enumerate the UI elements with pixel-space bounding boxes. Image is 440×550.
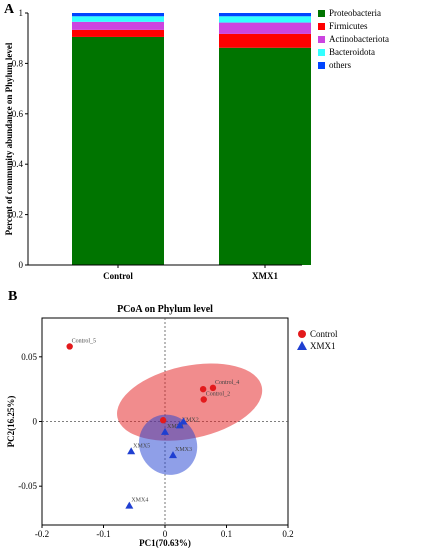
bar-y-axis: 0 0.2 0.4 0.6 0.8 1 [12, 8, 29, 270]
legend-swatch-proteobacteria [318, 10, 325, 17]
pcoa-x-tick-label: 0 [163, 529, 168, 539]
bar-xmx1-proteobacteria [219, 47, 311, 265]
legend-label-xmx1: XMX1 [310, 341, 336, 351]
bar-control-bacteroidota [72, 16, 164, 22]
pcoa-frame: -0.2 -0.1 0 0.1 0.2 -0.05 0 0.05 [18, 317, 294, 539]
bar-x-axis: Control XMX1 [28, 264, 302, 281]
point-control [209, 384, 217, 392]
point-label: Control_4 [215, 380, 239, 386]
legend-swatch-firmicutes [318, 23, 325, 30]
legend-swatch-others [318, 62, 325, 69]
bar-control-actinobacteriota [72, 21, 164, 30]
legend-marker-xmx1 [297, 341, 307, 350]
point-xmx1 [125, 501, 134, 509]
panel-letter-a: A [4, 2, 15, 17]
point-label: Control_5 [72, 338, 96, 344]
ellipse-xmx1 [138, 414, 198, 475]
pcoa-y-tick-label: 0 [33, 417, 38, 427]
point-label: XMX5 [133, 443, 150, 449]
point-control [199, 385, 207, 393]
pcoa-y-axis-title: PC2(16.25%) [6, 396, 16, 448]
bar-y-tick-label: 0.4 [12, 159, 24, 169]
point-xmx1 [179, 417, 188, 425]
stacked-bar-chart: 0 0.2 0.4 0.6 0.8 1 Control XMX1 Proteobacteri… [4, 8, 389, 281]
legend-label-bacteroidota: Bacteroidota [329, 47, 375, 57]
pcoa-x-tick-label: 0.1 [221, 529, 232, 539]
bar-xmx1-firmicutes [219, 33, 311, 48]
pcoa-x-tick-label: -0.1 [96, 529, 110, 539]
legend-marker-control [298, 330, 306, 338]
bar-control-others [72, 13, 164, 17]
pcoa-x-axis-title: PC1(70.63%) [139, 538, 191, 548]
point-xmx1 [161, 427, 169, 435]
legend-label-others: others [329, 60, 351, 70]
bar-y-tick-label: 0.6 [12, 109, 24, 119]
point-label: Control_2 [206, 392, 230, 398]
bar-y-axis-title: Percent of community abundance on Phylum… [4, 42, 14, 235]
pcoa-title: PCoA on Phylum level [117, 304, 213, 315]
bar-legend: Proteobacteria Firmicutes Actinobacteriota… [318, 8, 389, 70]
point-label: XMX2 [182, 417, 199, 423]
bar-xmx1-others [219, 13, 311, 17]
legend-swatch-actinobacteriota [318, 36, 325, 43]
pcoa-ellipses [117, 363, 263, 475]
point-xmx1 [168, 451, 177, 459]
point-control [66, 343, 73, 350]
pcoa-y-tick-label: 0.05 [21, 352, 37, 362]
point-control [159, 417, 167, 424]
point-label: XMX3 [175, 447, 192, 453]
legend-label-actinobacteriota: Actinobacteriota [329, 34, 389, 44]
bar-xmx1-bacteroidota [219, 16, 311, 23]
point-xmx1 [127, 447, 136, 455]
bar-y-tick-label: 0.8 [12, 58, 24, 68]
bar-xmx1-actinobacteriota [219, 22, 311, 34]
bar-control-firmicutes [72, 29, 164, 37]
bar-x-tick-label: XMX1 [252, 271, 278, 281]
bar-control-proteobacteria [72, 36, 164, 265]
pcoa-scatter-chart: PCoA on Phylum level -0.2 -0.1 0 0.1 0.2 -0.0… [6, 304, 338, 548]
bar-y-tick-label: 0.2 [12, 210, 23, 220]
panel-letter-b: B [8, 289, 17, 304]
legend-swatch-bacteroidota [318, 49, 325, 56]
legend-label-firmicutes: Firmicutes [329, 21, 368, 31]
legend-label-proteobacteria: Proteobacteria [329, 8, 381, 18]
point-control [200, 396, 207, 403]
pcoa-x-tick-label: 0.2 [282, 529, 293, 539]
pcoa-x-tick-label: -0.2 [35, 529, 49, 539]
bar-y-tick-label: 0 [19, 260, 24, 270]
pcoa-legend: Control XMX1 [297, 329, 338, 351]
point-label: XMX1 [167, 424, 184, 430]
bar-x-tick-label: Control [103, 271, 133, 281]
bar-y-tick-label: 1 [19, 8, 24, 18]
legend-label-control: Control [310, 329, 338, 339]
pcoa-points: Control_5Control_2Control_4XMX5XMX4XMX1X… [66, 338, 239, 509]
point-xmx1 [175, 421, 184, 429]
point-label: XMX4 [131, 498, 148, 504]
pcoa-y-tick-label: -0.05 [18, 481, 37, 491]
bar-series [72, 13, 311, 265]
